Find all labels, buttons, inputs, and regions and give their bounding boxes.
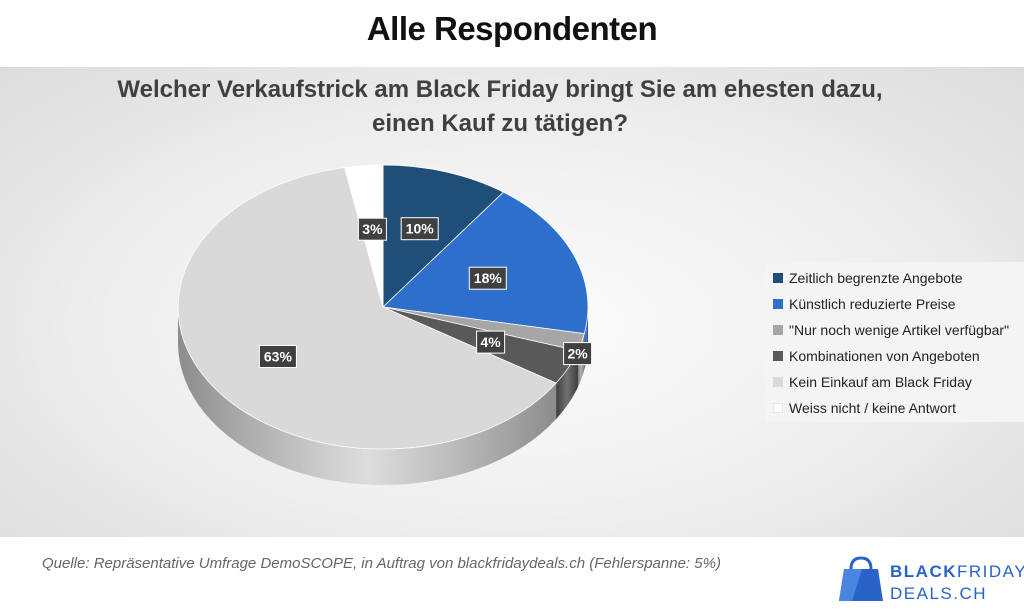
logo-line-1: BLACKFRIDAY xyxy=(890,562,1024,582)
brand-logo: BLACKFRIDAY DEALS.CH xyxy=(838,553,1024,605)
chart-title: Welcher Verkaufstrick am Black Friday br… xyxy=(100,73,900,141)
legend-label: Kein Einkauf am Black Friday xyxy=(789,374,972,390)
chart-legend: Zeitlich begrenzte Angebote Künstlich red… xyxy=(765,262,1024,422)
legend-label: "Nur noch wenige Artikel verfügbar" xyxy=(789,322,1010,338)
legend-item-3: "Nur noch wenige Artikel verfügbar" xyxy=(773,320,1009,340)
legend-swatch xyxy=(773,325,783,335)
legend-label: Weiss nicht / keine Antwort xyxy=(789,400,957,416)
logo-friday: FRIDAY xyxy=(957,562,1024,581)
data-label-text-6: 3% xyxy=(362,221,383,237)
legend-swatch xyxy=(773,403,783,413)
legend-item-4: Kombinationen von Angeboten xyxy=(773,346,980,366)
pie-side-5 xyxy=(178,307,557,485)
data-label-2: 18% xyxy=(468,266,507,290)
chart-title-line-2: einen Kauf zu tätigen? xyxy=(371,110,628,137)
legend-swatch xyxy=(773,351,783,361)
data-label-6: 3% xyxy=(357,217,387,241)
legend-item-5: Kein Einkauf am Black Friday xyxy=(773,372,972,392)
data-label-text-1: 10% xyxy=(406,221,435,237)
data-label-text-5: 63% xyxy=(264,349,293,365)
logo-black: BLACK xyxy=(890,562,957,581)
data-label-4: 4% xyxy=(476,330,506,354)
pie-side-4 xyxy=(556,350,578,420)
pie-data-labels: 10% 18% 2% 4% 63% 3% xyxy=(258,217,593,368)
legend-label: Künstlich reduzierte Preise xyxy=(789,296,956,312)
data-label-text-3: 2% xyxy=(567,346,588,362)
shopping-bag-icon xyxy=(839,556,883,601)
page-title: Alle Respondenten xyxy=(366,10,658,47)
legend-swatch xyxy=(773,273,783,283)
legend-item-2: Künstlich reduzierte Preise xyxy=(773,294,956,314)
legend-swatch xyxy=(773,377,783,387)
data-label-text-4: 4% xyxy=(480,334,501,350)
pie-slice-2 xyxy=(382,191,589,335)
legend-swatch xyxy=(773,299,783,309)
pie-slice-5 xyxy=(177,167,557,450)
data-label-text-2: 18% xyxy=(474,270,503,286)
data-label-1: 10% xyxy=(400,217,439,241)
data-label-5: 63% xyxy=(258,345,297,368)
pie-slices xyxy=(177,164,589,450)
legend-item-6: Weiss nicht / keine Antwort xyxy=(773,398,956,418)
chart-title-line-1: Welcher Verkaufstrick am Black Friday br… xyxy=(117,76,883,103)
legend-label: Kombinationen von Angeboten xyxy=(789,348,980,364)
pie-slice-1 xyxy=(382,164,505,308)
source-note: Quelle: Repräsentative Umfrage DemoSCOPE… xyxy=(42,555,721,572)
legend-item-1: Zeitlich begrenzte Angebote xyxy=(773,268,963,288)
logo-line-2: DEALS.CH xyxy=(890,584,988,603)
legend-label: Zeitlich begrenzte Angebote xyxy=(789,270,963,286)
data-label-3: 2% xyxy=(563,342,593,366)
